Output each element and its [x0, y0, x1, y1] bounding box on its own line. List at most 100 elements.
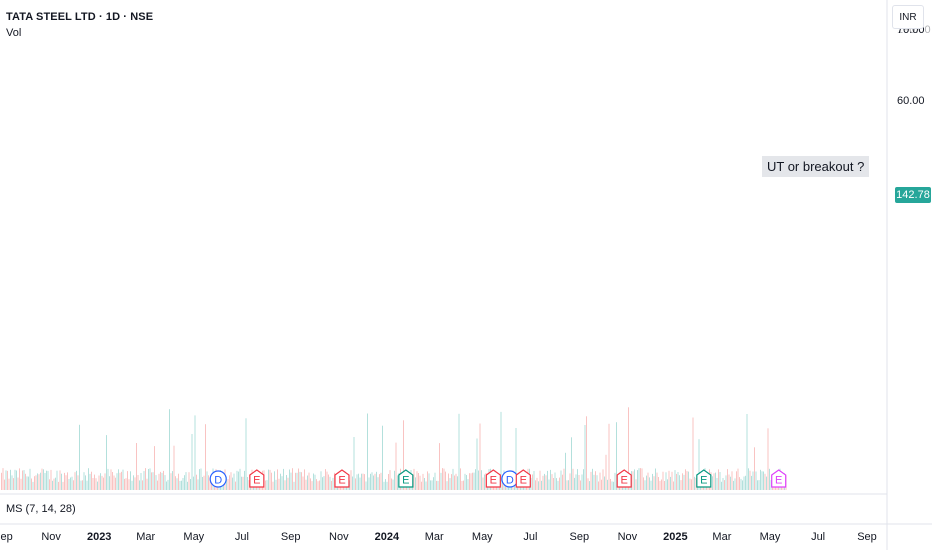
volume-bar — [88, 468, 89, 490]
volume-bar — [449, 478, 451, 490]
volume-bar — [464, 473, 466, 490]
volume-bar — [634, 469, 635, 490]
volume-bar — [695, 477, 697, 490]
volume-bar — [41, 468, 43, 490]
volume-bar — [241, 476, 242, 490]
volume-bar — [40, 472, 41, 490]
volume-bar — [10, 469, 11, 490]
volume-bar — [301, 472, 302, 490]
volume-bar — [280, 473, 281, 490]
volume-bar — [661, 479, 662, 490]
volume-bar — [269, 469, 271, 490]
volume-bar — [424, 478, 425, 490]
volume-bar — [754, 447, 755, 490]
volume-bar — [749, 470, 751, 490]
volume-bar — [326, 471, 328, 490]
volume-bar — [307, 475, 308, 490]
volume-bar — [308, 472, 310, 490]
volume-bar — [421, 481, 422, 490]
x-tick-label: Jul — [235, 531, 249, 543]
volume-bar — [67, 472, 68, 490]
volume-bar — [332, 477, 334, 490]
volume-bar — [34, 476, 35, 490]
volume-bar — [37, 473, 38, 490]
volume-bar — [322, 477, 323, 490]
volume-bar — [145, 468, 146, 490]
volume-bar — [14, 469, 16, 490]
volume-bar — [298, 468, 299, 490]
volume-bar — [277, 469, 278, 490]
volume-bar — [416, 471, 418, 490]
volume-bar — [664, 481, 665, 490]
volume-bar — [356, 474, 358, 490]
volume-bar — [103, 477, 104, 490]
volume-bar — [484, 474, 485, 490]
x-tick-label: May — [760, 531, 781, 543]
volume-bar — [151, 472, 152, 490]
volume-bar — [178, 473, 179, 490]
volume-bar — [197, 479, 199, 490]
volume-bar — [641, 468, 643, 490]
volume-bar — [140, 473, 142, 490]
volume-bar — [589, 481, 590, 490]
volume-bar — [596, 475, 598, 490]
earnings-marker-icon — [249, 469, 265, 488]
volume-bar — [569, 473, 571, 490]
volume-bar — [470, 473, 472, 490]
volume-bar — [673, 481, 674, 490]
volume-bar — [230, 472, 232, 490]
volume-bar — [29, 468, 31, 490]
volume-bar — [745, 475, 746, 490]
volume-bar — [647, 472, 649, 490]
event-marker-label: E — [520, 475, 527, 487]
x-axis: Sep Nov 2023 Mar May Jul Sep Nov 2024 Mar May Jul Se… — [0, 531, 877, 543]
volume-bar — [545, 475, 547, 490]
volume-bar — [325, 469, 326, 490]
volume-bar — [323, 476, 325, 490]
volume-bar — [733, 480, 734, 490]
volume-bar — [55, 477, 56, 490]
volume-bar — [98, 475, 100, 490]
volume-bar — [668, 470, 670, 490]
volume-bar — [68, 479, 70, 490]
annotation-note[interactable]: UT or breakout ? — [762, 156, 870, 177]
volume-bar — [592, 468, 593, 490]
currency-button[interactable]: INR — [892, 5, 924, 29]
volume-bar — [281, 476, 283, 490]
volume-bar — [319, 480, 320, 490]
volume-bar — [139, 480, 140, 490]
volume-bar — [127, 471, 128, 490]
volume-bar — [692, 417, 694, 490]
volume-bar — [665, 472, 667, 490]
volume-bar — [379, 474, 380, 490]
volume-bar — [382, 425, 383, 490]
volume-bar — [476, 438, 478, 490]
volume-bar — [604, 476, 605, 490]
volume-bar — [482, 477, 484, 490]
volume-bar — [655, 468, 656, 490]
volume-bar — [293, 481, 295, 490]
volume-bar — [266, 480, 268, 490]
volume-bar — [100, 473, 101, 490]
indicator-label[interactable]: MS (7, 14, 28) — [6, 503, 76, 515]
volume-bar — [47, 470, 49, 490]
volume-bar — [287, 477, 289, 490]
volume-bar — [740, 478, 742, 490]
event-marker-label: D — [214, 475, 222, 487]
symbol-title[interactable]: TATA STEEL LTD · 1D · NSE — [6, 11, 154, 23]
volume-bar — [317, 481, 319, 490]
volume-label[interactable]: Vol — [6, 27, 22, 39]
dividend-marker-icon — [209, 470, 227, 488]
volume-bar — [562, 474, 563, 490]
volume-bar — [202, 477, 203, 490]
volume-bar — [205, 424, 206, 490]
volume-bar — [418, 473, 419, 490]
volume-bar — [466, 475, 467, 490]
volume-bar — [134, 477, 136, 490]
volume-bar — [190, 479, 191, 490]
volume-bar — [229, 475, 230, 490]
volume-bar — [143, 471, 145, 490]
volume-bar — [388, 474, 389, 490]
volume-bar — [547, 470, 548, 490]
